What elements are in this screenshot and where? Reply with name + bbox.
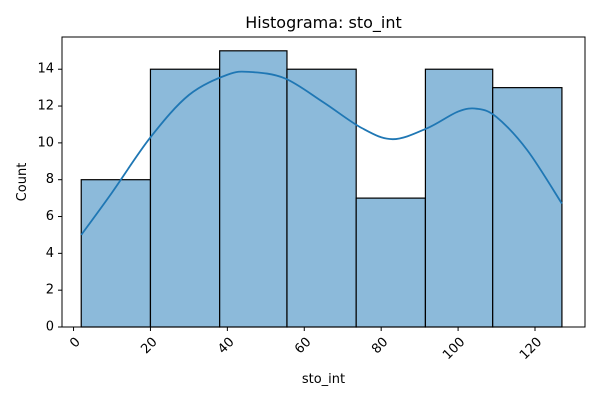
histogram-bar-7	[492, 87, 563, 328]
histogram-bar-3	[219, 50, 288, 328]
chart-title: Histograma: sto_int	[245, 13, 402, 33]
y-tick-label: 0	[46, 320, 54, 335]
y-axis-ticks: 0 2 4 6 8 10 12 14	[37, 62, 62, 335]
histogram-bar-5	[355, 197, 427, 328]
histogram-bar-4	[286, 68, 357, 328]
plot-frame	[61, 36, 586, 328]
histogram-bar-1	[80, 179, 152, 328]
kde-curve-group	[80, 70, 563, 236]
y-tick-label: 6	[46, 209, 54, 224]
histogram-bar-2	[149, 68, 221, 328]
histogram-bars	[80, 50, 563, 328]
histogram-bar-6	[424, 68, 494, 328]
y-tick-label: 2	[46, 283, 54, 298]
y-tick-label: 8	[46, 172, 54, 187]
y-axis-label: Count	[15, 163, 30, 202]
y-tick-label: 4	[46, 246, 54, 261]
x-axis-label: sto_int	[302, 372, 345, 387]
y-tick-label: 10	[37, 135, 54, 150]
kde-curve	[80, 70, 563, 236]
y-tick-label: 12	[37, 99, 54, 114]
y-tick-label: 14	[37, 62, 54, 77]
